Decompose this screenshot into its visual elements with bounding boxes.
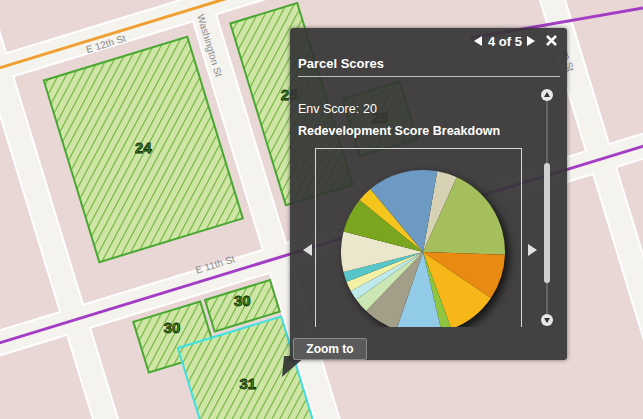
html-text:4 of 5: 4 of 5 (488, 33, 522, 49)
html-text:Env Score: 20: Env Score: 20 (298, 102, 377, 116)
svg-text:24: 24 (135, 139, 152, 156)
svg-text:30: 30 (164, 319, 181, 336)
svg-text:E 11th St: E 11th St (194, 253, 236, 275)
svg-text:m St: m St (559, 50, 577, 73)
svg-text:31: 31 (239, 375, 256, 392)
svg-text:E 12th St: E 12th St (85, 33, 128, 56)
html-text:Parcel Scores: Parcel Scores (298, 56, 384, 71)
svg-text:Washington St: Washington St (195, 13, 224, 78)
html-text:Zoom to: Zoom to (306, 342, 354, 356)
html-text:Redevelopment Score Breakdown: Redevelopment Score Breakdown (298, 124, 501, 138)
svg-text:30: 30 (234, 292, 251, 309)
